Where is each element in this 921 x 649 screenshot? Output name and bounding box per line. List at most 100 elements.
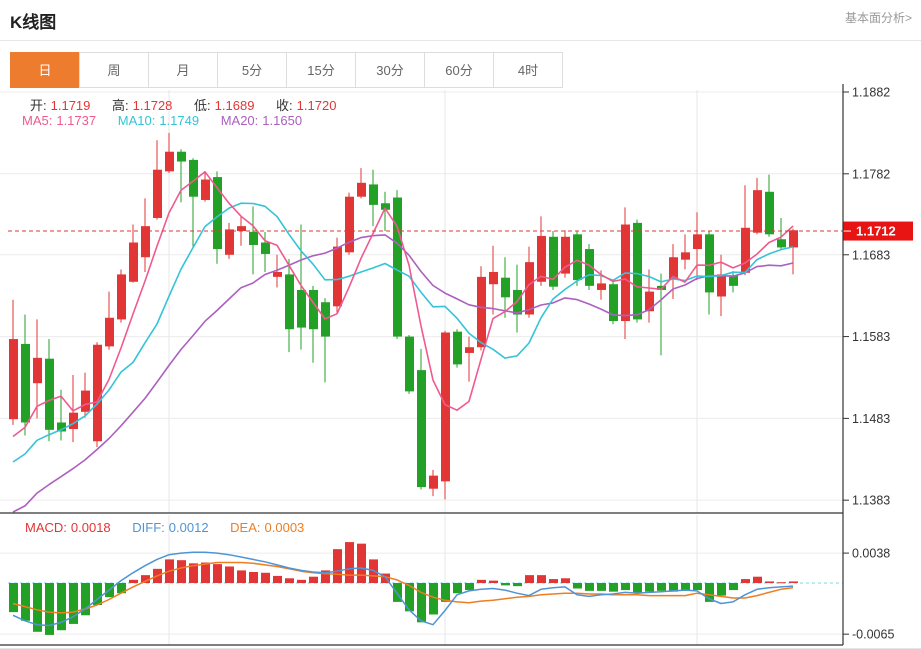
macd-bar-positive (357, 543, 366, 583)
ma5-label: MA5: (22, 113, 53, 128)
candle-up (441, 332, 450, 482)
macd-bar-negative (573, 583, 582, 589)
fundamental-analysis-link[interactable]: 基本面分析> (844, 11, 912, 25)
candle-up (9, 339, 18, 420)
candle-up (717, 274, 726, 297)
macd-bar-positive (225, 566, 234, 583)
macd-bar-positive (309, 576, 318, 583)
macd-bar-negative (69, 583, 78, 624)
macd-bar-positive (753, 576, 762, 583)
candle-down (189, 159, 198, 197)
candle-up (477, 276, 486, 348)
candle-down (369, 184, 378, 205)
macd-bar-negative (585, 583, 594, 591)
macd-bar-positive (129, 579, 138, 583)
macd-bar-negative (669, 583, 678, 592)
macd-bar-positive (477, 579, 486, 583)
macd-bar-negative (45, 583, 54, 635)
candle-up (429, 475, 438, 489)
macd-label: MACD: (25, 520, 67, 535)
tab-15分[interactable]: 15分 (286, 52, 356, 88)
candle-down (633, 222, 642, 320)
ma20-line (12, 234, 794, 513)
price-tick-label: 1.1683 (852, 248, 890, 262)
tab-30分[interactable]: 30分 (355, 52, 425, 88)
candle-up (681, 252, 690, 260)
macd-bar-negative (717, 583, 726, 596)
tab-60分[interactable]: 60分 (424, 52, 494, 88)
candle-down (585, 249, 594, 286)
macd-bar-negative (645, 583, 654, 592)
tab-4时[interactable]: 4时 (493, 52, 563, 88)
tab-周[interactable]: 周 (79, 52, 149, 88)
diff-value: 0.0012 (168, 520, 209, 535)
dea-line (12, 561, 794, 614)
macd-bar-negative (93, 583, 102, 606)
candle-up (645, 291, 654, 312)
price-tick-label: 1.1882 (852, 86, 890, 100)
header-divider (0, 40, 921, 41)
macd-bar-positive (261, 572, 270, 583)
ma5-line (12, 171, 794, 438)
candle-up (225, 229, 234, 255)
candle-up (141, 226, 150, 258)
diff-label: DIFF: (132, 520, 165, 535)
candle-up (93, 344, 102, 442)
macd-bar-negative (513, 583, 522, 587)
page-title: K线图 (10, 13, 57, 32)
candle-down (45, 358, 54, 430)
ma-legend: MA5: 1.1737 MA10: 1.1749 MA20: 1.1650 (22, 113, 320, 128)
macd-bar-negative (633, 583, 642, 593)
candle-up (525, 262, 534, 315)
close-value: 1.1720 (296, 98, 337, 113)
candle-up (273, 271, 282, 277)
ma5-value: 1.1737 (56, 113, 97, 128)
macd-bar-negative (465, 583, 474, 591)
candle-up (69, 412, 78, 430)
close-label: 收: (276, 98, 293, 113)
candle-down (765, 191, 774, 235)
open-label: 开: (30, 98, 47, 113)
dea-value: 0.0003 (264, 520, 305, 535)
macd-bar-negative (657, 583, 666, 591)
tab-5分[interactable]: 5分 (217, 52, 287, 88)
macd-bar-negative (81, 583, 90, 616)
candle-up (237, 226, 246, 232)
candle-down (177, 151, 186, 162)
macd-bar-negative (693, 583, 702, 591)
candle-up (129, 242, 138, 282)
macd-bar-positive (177, 560, 186, 583)
macd-bar-negative (501, 583, 510, 586)
macd-bar-positive (273, 575, 282, 583)
candle-down (729, 275, 738, 286)
low-label: 低: (194, 98, 211, 113)
macd-bar-positive (285, 578, 294, 583)
tab-月[interactable]: 月 (148, 52, 218, 88)
macd-bar-positive (213, 564, 222, 583)
macd-bar-positive (345, 542, 354, 583)
candle-down (213, 177, 222, 250)
candle-up (597, 283, 606, 290)
macd-legend: MACD: 0.0018 DIFF: 0.0012 DEA: 0.0003 (25, 520, 322, 535)
candle-down (405, 336, 414, 392)
macd-bar-positive (141, 575, 150, 583)
candle-up (201, 179, 210, 200)
candle-up (693, 234, 702, 250)
candle-up (753, 190, 762, 233)
candle-up (105, 317, 114, 347)
macd-bar-negative (705, 583, 714, 602)
candle-down (705, 234, 714, 293)
price-tick-label: 1.1483 (852, 412, 890, 426)
candle-up (333, 246, 342, 307)
candle-down (249, 231, 258, 245)
macd-bar-positive (189, 563, 198, 583)
tab-日[interactable]: 日 (10, 52, 80, 88)
macd-bar-negative (9, 583, 18, 613)
ma10-value: 1.1749 (159, 113, 200, 128)
candle-up (33, 357, 42, 384)
macd-bar-positive (561, 578, 570, 583)
macd-bar-positive (789, 581, 798, 583)
candle-down (549, 236, 558, 287)
macd-bar-positive (489, 580, 498, 583)
macd-tick-label: 0.0038 (852, 547, 890, 561)
